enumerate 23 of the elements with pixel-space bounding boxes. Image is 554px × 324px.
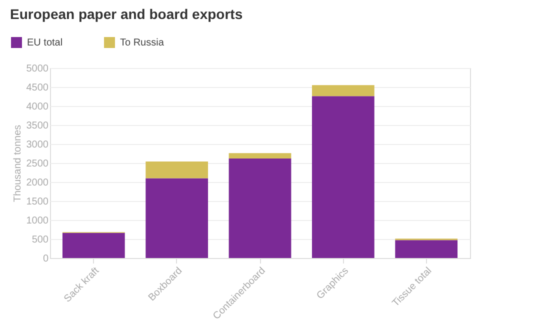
y-tick-label: 4500 [26, 82, 49, 94]
y-tick-label: 1000 [26, 216, 49, 226]
y-axis-title: Thousand tonnes [12, 124, 24, 202]
y-tick-label: 5000 [26, 64, 49, 74]
y-tick-label: 3500 [26, 120, 49, 132]
y-tick-label: 2000 [26, 178, 49, 188]
y-tick-label: 4000 [26, 102, 49, 112]
y-tick-label: 500 [32, 234, 49, 246]
bar [228, 158, 292, 258]
y-tick-label: 0 [42, 254, 49, 264]
legend-label: To Russia [120, 38, 164, 49]
chart-title: European paper and board exports [10, 6, 243, 22]
y-tick-label: 2500 [26, 158, 49, 170]
bar [62, 232, 125, 258]
bar [395, 240, 458, 258]
y-tick-label: 3000 [26, 140, 49, 150]
bar [146, 178, 208, 258]
y-tick-label: 1500 [26, 196, 49, 208]
bar [312, 96, 374, 258]
bar [228, 153, 292, 158]
bar [146, 161, 208, 178]
bar [312, 85, 374, 96]
legend-label: EU total [27, 38, 63, 49]
